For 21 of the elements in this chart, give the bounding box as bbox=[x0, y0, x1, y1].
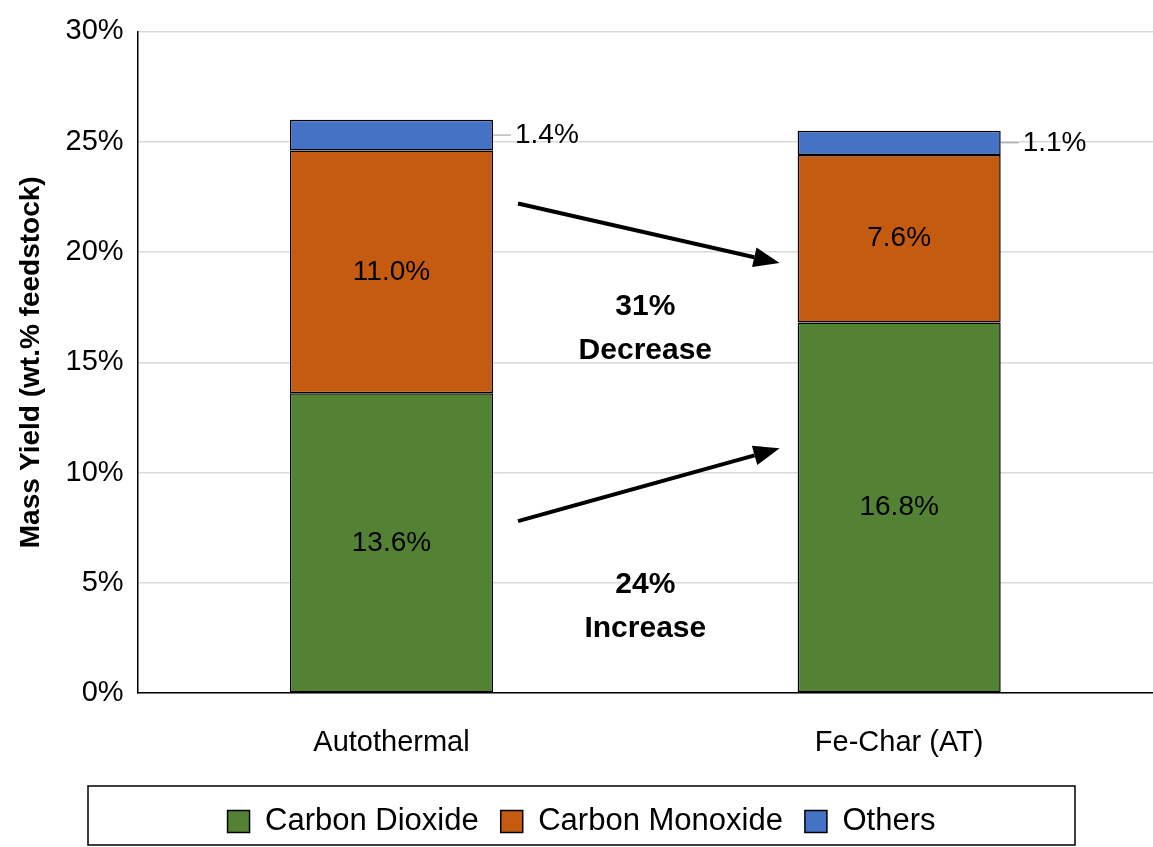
legend-label: Carbon Dioxide bbox=[265, 802, 479, 838]
y-tick-label: 20% bbox=[65, 234, 124, 266]
data-label: 1.4% bbox=[515, 117, 579, 149]
annotation: 24% Increase bbox=[584, 566, 707, 644]
data-label: 7.6% bbox=[867, 221, 932, 253]
y-axis-title: Mass Yield (wt.% feedstock) bbox=[13, 176, 45, 549]
y-tick-label: 30% bbox=[65, 13, 124, 46]
legend-label: Others bbox=[842, 802, 936, 838]
y-tick-label: 10% bbox=[65, 454, 124, 487]
x-tick-label: Autothermal bbox=[313, 724, 470, 757]
y-tick-label: 5% bbox=[81, 564, 124, 597]
x-tick-label: Fe-Char (AT) bbox=[814, 724, 984, 757]
y-tick-label: 25% bbox=[65, 123, 124, 156]
data-label: 11.0% bbox=[352, 254, 431, 286]
y-tick-label: 0% bbox=[81, 675, 124, 708]
legend-label: Carbon Monoxide bbox=[538, 802, 783, 838]
data-label: 13.6% bbox=[351, 525, 432, 557]
data-label: 1.1% bbox=[1022, 125, 1087, 157]
annotation: 31% Decrease bbox=[578, 288, 713, 366]
data-label: 16.8% bbox=[859, 490, 939, 522]
y-tick-label: 15% bbox=[65, 344, 124, 377]
